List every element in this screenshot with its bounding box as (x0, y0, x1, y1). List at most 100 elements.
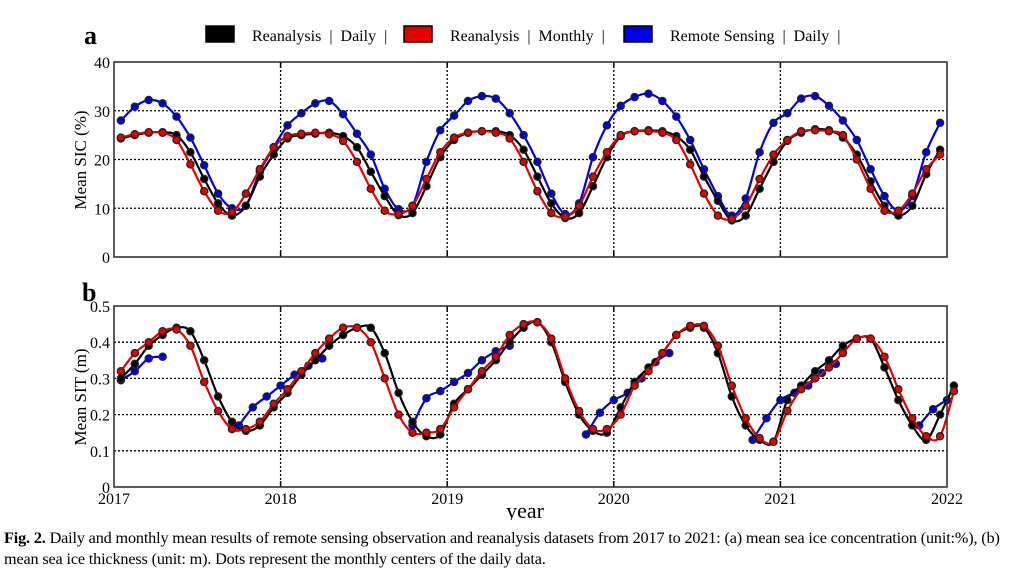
data-point-reanalysis-monthly (227, 207, 237, 217)
caption-label: Fig. 2. (4, 529, 46, 547)
data-point-reanalysis-daily (408, 208, 417, 218)
data-point-reanalysis-monthly (116, 366, 126, 376)
data-point-reanalysis-monthly (658, 348, 667, 358)
data-point-remote-sensing-daily (352, 129, 362, 138)
data-point-reanalysis-monthly (422, 428, 431, 437)
data-point-reanalysis-monthly (560, 374, 570, 383)
data-point-reanalysis-monthly (491, 128, 501, 137)
data-point-reanalysis-monthly (172, 325, 181, 334)
data-point-reanalysis-monthly (366, 184, 376, 194)
data-point-remote-sensing-daily (491, 94, 501, 103)
data-point-remote-sensing-daily (533, 157, 542, 167)
data-point-remote-sensing-daily (810, 91, 820, 101)
data-point-reanalysis-monthly (838, 348, 848, 358)
data-point-reanalysis-daily (366, 323, 376, 332)
data-point-reanalysis-monthly (935, 432, 945, 441)
data-point-reanalysis-monthly (880, 206, 889, 215)
data-point-reanalysis-monthly (255, 417, 265, 427)
data-point-remote-sensing-daily (609, 395, 619, 405)
y-tick-label: 0.2 (90, 408, 110, 425)
data-point-reanalysis-daily (199, 174, 209, 184)
data-point-reanalysis-monthly (463, 385, 473, 394)
data-point-reanalysis-monthly (297, 129, 306, 138)
legend-label-reanalysis-monthly: Reanalysis | Monthly | (450, 28, 605, 45)
x-tick-label: 2017 (98, 491, 130, 508)
data-point-reanalysis-monthly (644, 126, 653, 136)
data-point-remote-sensing-daily (158, 352, 167, 361)
data-point-reanalysis-monthly (324, 129, 334, 139)
data-point-reanalysis-monthly (769, 150, 778, 159)
panel-b-ylabel: Mean SIT (m) (71, 349, 90, 446)
data-point-reanalysis-monthly (866, 334, 875, 343)
data-point-reanalysis-daily (186, 147, 195, 157)
data-point-reanalysis-monthly (796, 126, 806, 136)
data-point-reanalysis-monthly (324, 334, 334, 343)
data-point-reanalysis-daily (241, 201, 251, 211)
x-tick-label: 2020 (598, 491, 630, 508)
data-point-reanalysis-monthly (699, 321, 709, 331)
data-point-reanalysis-daily (380, 348, 389, 358)
data-point-remote-sensing-daily (283, 121, 292, 130)
data-point-reanalysis-monthly (311, 348, 320, 358)
data-point-reanalysis-daily (227, 417, 237, 427)
data-point-remote-sensing-daily (928, 404, 938, 414)
data-point-reanalysis-monthly (241, 189, 251, 198)
data-point-reanalysis-monthly (311, 128, 320, 137)
data-point-reanalysis-monthly (949, 386, 959, 396)
data-point-reanalysis-monthly (783, 135, 792, 145)
data-point-reanalysis-monthly (713, 211, 723, 220)
data-point-reanalysis-monthly (505, 330, 514, 340)
data-point-reanalysis-monthly (560, 212, 570, 222)
data-point-remote-sensing-daily (199, 161, 209, 170)
panel-b: b Mean SIT (m) 0 0.1 0.2 0.3 0.4 0.5 2017 2018… (71, 278, 963, 520)
data-point-remote-sensing-daily (172, 112, 181, 121)
data-point-reanalysis-monthly (727, 214, 737, 224)
data-point-reanalysis-monthly (894, 385, 903, 394)
data-point-reanalysis-monthly (380, 374, 389, 383)
data-point-remote-sensing-daily (685, 135, 695, 145)
data-point-reanalysis-monthly (338, 323, 348, 332)
data-point-reanalysis-monthly (199, 186, 209, 196)
data-point-remote-sensing-daily (824, 101, 834, 111)
data-point-reanalysis-daily (366, 167, 376, 176)
data-point-reanalysis-monthly (547, 334, 556, 343)
data-point-remote-sensing-daily (436, 126, 445, 135)
data-point-reanalysis-monthly (477, 366, 487, 376)
data-point-reanalysis-daily (894, 395, 903, 405)
series-reanalysis-monthly (116, 318, 959, 447)
data-point-reanalysis-monthly (894, 206, 903, 215)
data-point-reanalysis-daily (213, 392, 223, 401)
data-point-remote-sensing-daily (672, 112, 681, 121)
data-point-reanalysis-daily (338, 330, 348, 340)
x-tick-label: 2018 (265, 491, 297, 508)
data-point-reanalysis-monthly (921, 432, 931, 441)
data-point-reanalysis-monthly (241, 424, 251, 434)
data-point-remote-sensing-daily (644, 89, 653, 98)
data-point-reanalysis-monthly (588, 424, 598, 434)
data-point-remote-sensing-daily (935, 118, 945, 128)
data-point-reanalysis-monthly (533, 318, 542, 327)
data-point-remote-sensing-daily (665, 348, 674, 358)
data-point-remote-sensing-daily (838, 116, 848, 125)
data-point-remote-sensing-daily (866, 165, 875, 174)
data-point-reanalysis-monthly (908, 189, 917, 198)
data-point-reanalysis-monthly (144, 337, 153, 347)
y-tick-label: 30 (94, 104, 110, 121)
data-point-remote-sensing-daily (248, 403, 258, 412)
data-point-reanalysis-daily (713, 196, 723, 206)
data-point-reanalysis-daily (533, 172, 542, 181)
data-point-reanalysis-monthly (630, 381, 639, 390)
data-point-reanalysis-monthly (186, 160, 195, 169)
data-point-remote-sensing-daily (422, 157, 431, 167)
data-point-reanalysis-monthly (699, 189, 709, 198)
data-point-reanalysis-daily (783, 395, 792, 405)
data-point-remote-sensing-daily (463, 368, 473, 378)
panel-a-frame (113, 61, 948, 258)
data-point-reanalysis-monthly (547, 208, 556, 218)
data-point-reanalysis-monthly (616, 130, 625, 140)
data-point-reanalysis-monthly (602, 424, 612, 434)
data-point-reanalysis-monthly (408, 428, 417, 437)
data-point-reanalysis-monthly (796, 385, 806, 394)
data-point-reanalysis-monthly (186, 341, 195, 351)
panel-b-title: b (82, 278, 96, 307)
